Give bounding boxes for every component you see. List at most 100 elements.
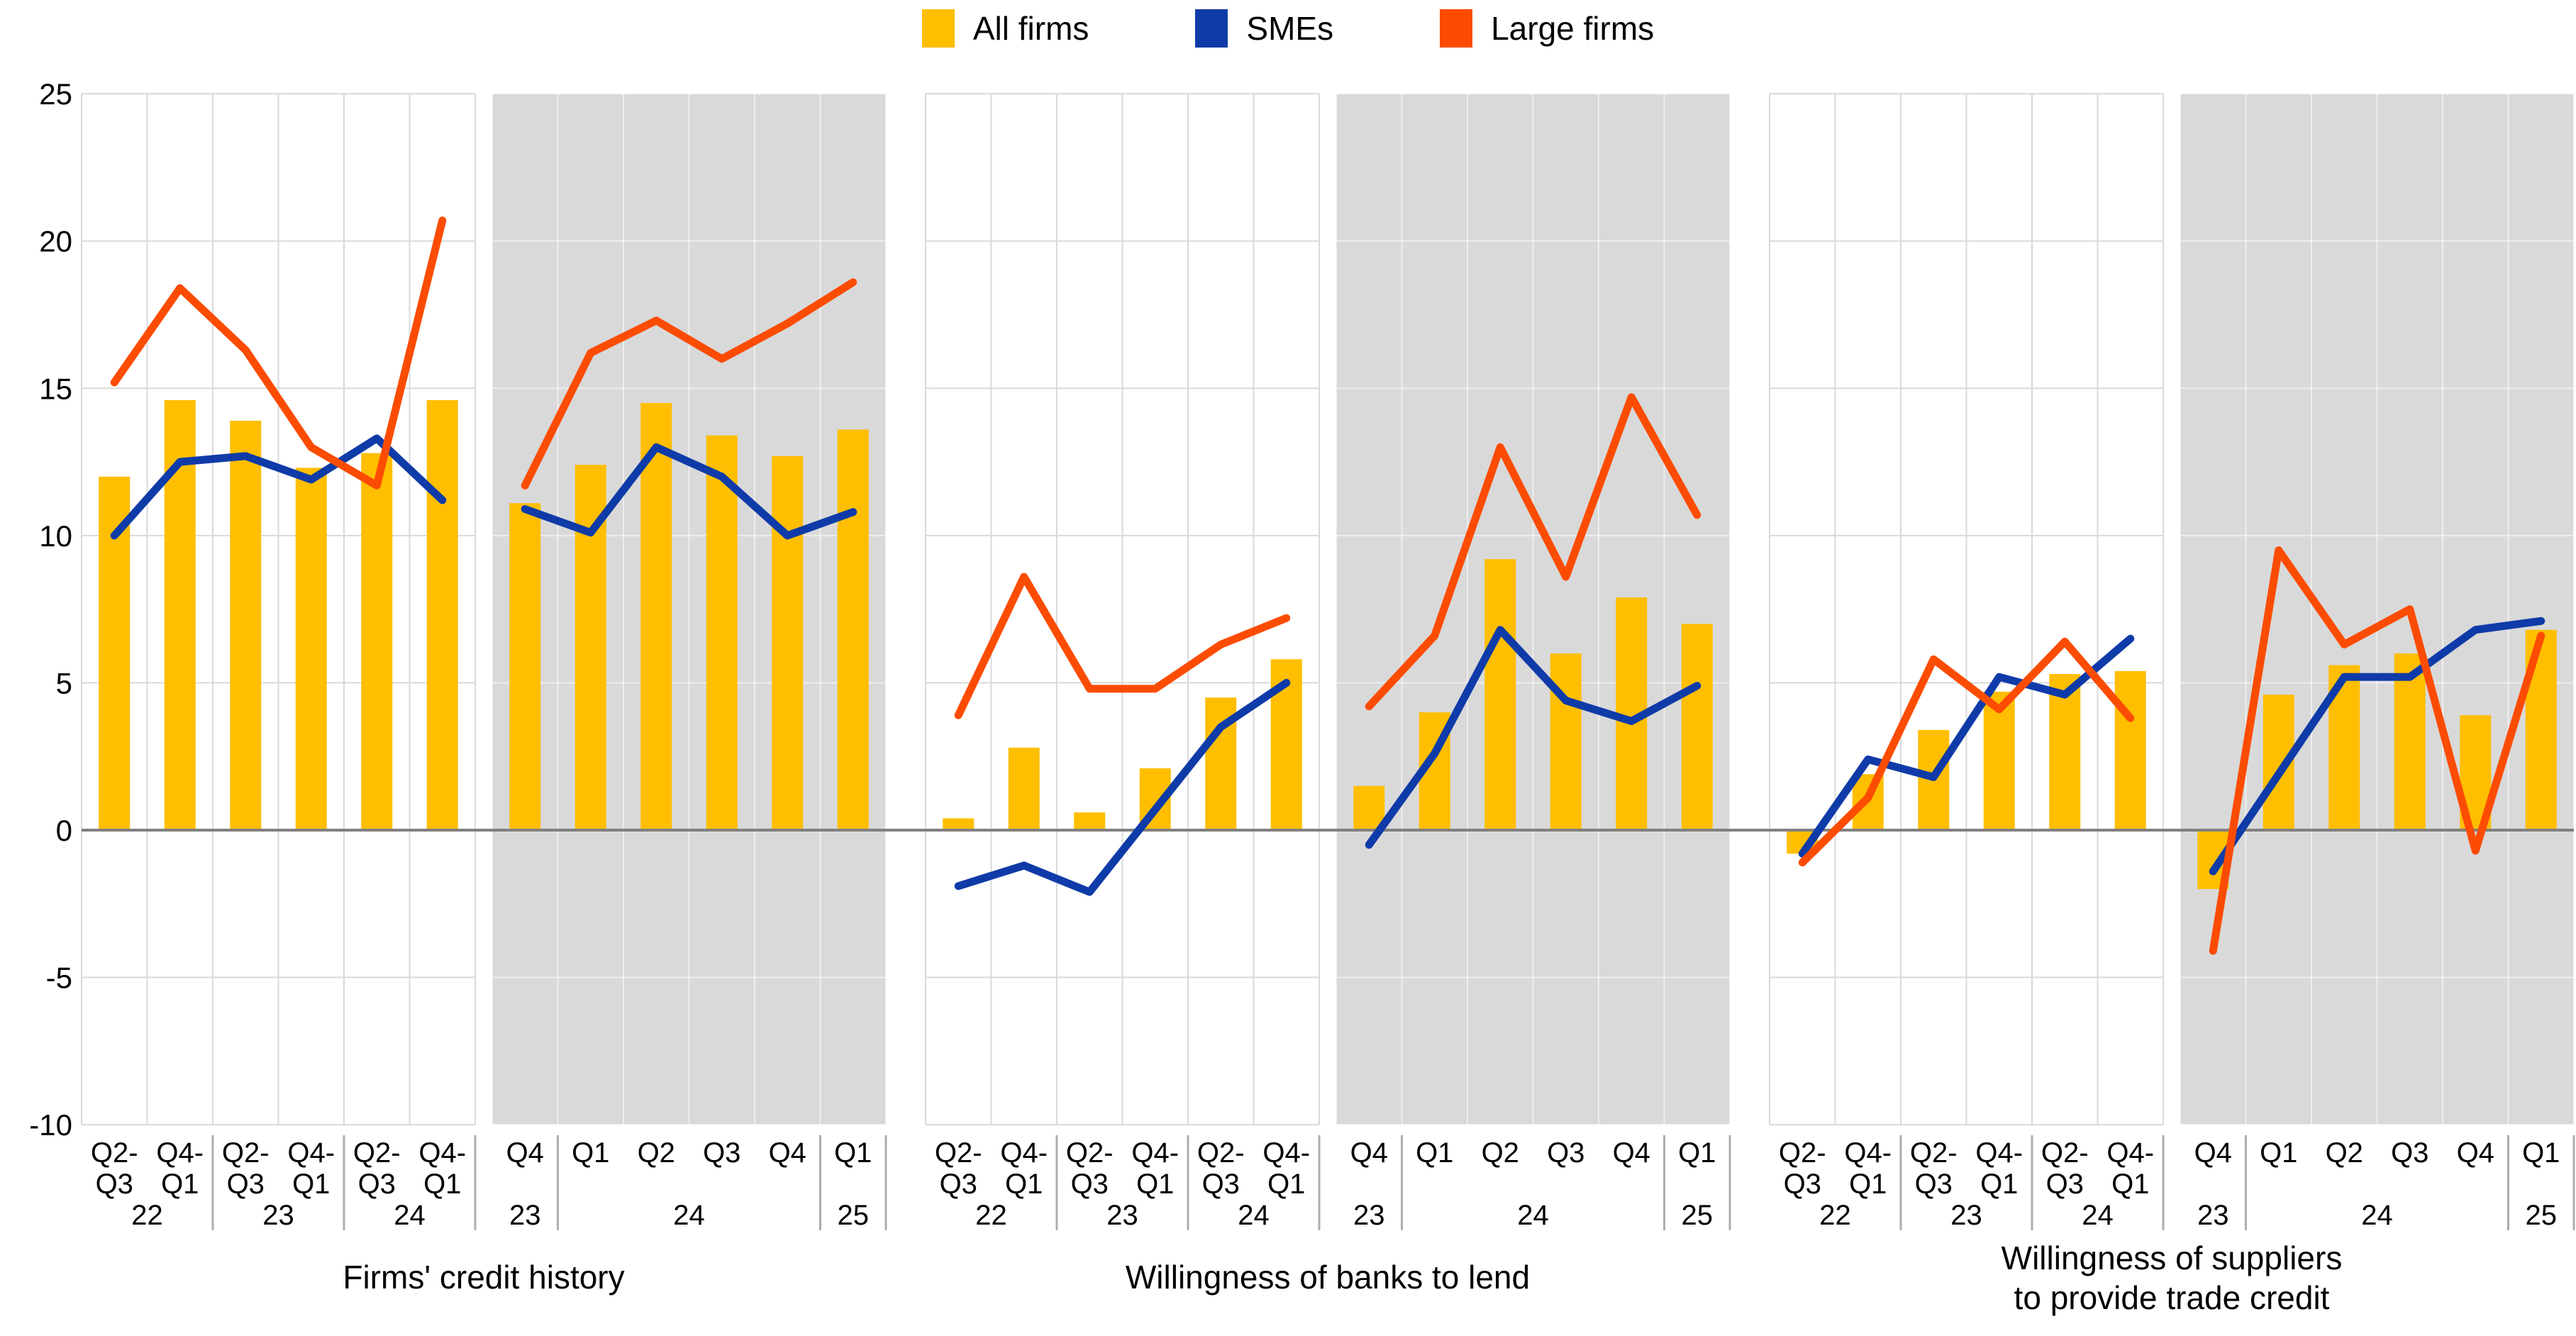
y-axis-tick-label: 25 xyxy=(39,77,72,111)
group-title-line: Willingness of suppliers xyxy=(2001,1240,2343,1276)
bar-all-firms xyxy=(640,403,672,830)
x-axis-category-label: Q4-Q1 xyxy=(1262,1137,1310,1200)
x-axis-year-label: 23 xyxy=(262,1200,294,1231)
x-axis-year-label: 25 xyxy=(838,1200,870,1231)
x-axis-category-label: Q1 xyxy=(834,1137,872,1169)
y-axis-tick-label: 0 xyxy=(56,814,72,847)
x-axis-year-label: 24 xyxy=(2361,1200,2393,1231)
x-axis-category-label: Q4 xyxy=(2194,1137,2232,1169)
y-axis-tick-label: 15 xyxy=(39,372,72,405)
y-axis-tick-label: 10 xyxy=(39,519,72,553)
x-axis-category-label: Q4 xyxy=(1613,1137,1650,1169)
all_firms-swatch-icon xyxy=(921,9,955,48)
x-axis-category-label: Q2-Q3 xyxy=(935,1137,982,1200)
x-axis-category-label: Q1 xyxy=(1678,1137,1716,1169)
y-axis-tick-label: -5 xyxy=(46,961,72,995)
x-axis-year-label: 25 xyxy=(1682,1200,1714,1231)
y-axis-tick-label: 20 xyxy=(39,225,72,258)
sme-line xyxy=(521,443,857,540)
bar-all-firms xyxy=(1008,747,1040,830)
bar-all-firms xyxy=(943,818,975,830)
x-axis-year-label: 25 xyxy=(2526,1200,2558,1231)
x-axis-category-label: Q2-Q3 xyxy=(1066,1137,1114,1200)
x-axis-category-label: Q4-Q1 xyxy=(1000,1137,1048,1200)
bar-all-firms xyxy=(837,429,869,830)
x-axis-category-label: Q4-Q1 xyxy=(287,1137,335,1200)
x-axis-category-label: Q1 xyxy=(1416,1137,1453,1169)
x-axis-year-label: 23 xyxy=(1950,1200,1982,1231)
x-axis-category-label: Q4-Q1 xyxy=(1131,1137,1179,1200)
group-title-line: Firms' credit history xyxy=(343,1259,625,1296)
bar-all-firms xyxy=(2049,673,2081,830)
large_firms-swatch-icon xyxy=(1440,9,1473,48)
smes-swatch-icon xyxy=(1195,9,1228,48)
x-axis-category-label: Q4-Q1 xyxy=(1975,1137,2023,1200)
x-axis-category-label: Q2-Q3 xyxy=(1779,1137,1826,1200)
bar-all-firms xyxy=(99,476,131,830)
x-axis-category-label: Q2-Q3 xyxy=(1910,1137,1958,1200)
x-axis-category-label: Q1 xyxy=(2260,1137,2297,1169)
bar-all-firms xyxy=(772,456,804,830)
x-axis-category-label: Q2-Q3 xyxy=(91,1137,138,1200)
x-axis-category-label: Q3 xyxy=(703,1137,740,1169)
x-axis-category-label: Q4 xyxy=(506,1137,544,1169)
bar-all-firms xyxy=(1353,785,1385,830)
group-title: Firms' credit history xyxy=(82,1257,886,1297)
x-axis-year-label: 23 xyxy=(1106,1200,1138,1231)
x-axis-year-label: 24 xyxy=(394,1200,426,1231)
legend-item-large_firms: Large firms xyxy=(1440,9,1654,48)
x-axis-category-label: Q2-Q3 xyxy=(353,1137,401,1200)
x-axis-category-label: Q1 xyxy=(2522,1137,2560,1169)
legend-label: Large firms xyxy=(1491,10,1655,47)
bar-all-firms xyxy=(2114,670,2146,830)
bar-all-firms xyxy=(1681,624,1713,830)
x-axis-category-label: Q2 xyxy=(2326,1137,2363,1169)
x-axis-year-label: 22 xyxy=(1819,1200,1851,1231)
x-axis-category-label: Q3 xyxy=(1547,1137,1584,1169)
bar-all-firms xyxy=(1484,559,1516,830)
x-axis-category-label: Q2-Q3 xyxy=(2041,1137,2089,1200)
bar-all-firms xyxy=(1983,691,2015,830)
x-axis-category-label: Q1 xyxy=(572,1137,609,1169)
bar-all-firms xyxy=(426,399,458,830)
x-axis-category-label: Q3 xyxy=(2391,1137,2428,1169)
legend-label: All firms xyxy=(972,10,1089,47)
x-axis-year-label: 24 xyxy=(1517,1200,1549,1231)
bar-all-firms xyxy=(230,420,262,830)
x-axis-year-label: 23 xyxy=(509,1200,541,1231)
sme-line xyxy=(954,678,1291,896)
x-axis-year-label: 24 xyxy=(2082,1200,2114,1231)
y-axis-tick-label: 5 xyxy=(56,666,72,700)
x-axis-year-label: 22 xyxy=(975,1200,1007,1231)
group-title-line: to provide trade credit xyxy=(2014,1279,2330,1316)
sme-line xyxy=(1365,626,1701,849)
x-axis-category-label: Q4 xyxy=(769,1137,806,1169)
large-firms-line xyxy=(1798,637,2135,867)
x-axis-category-label: Q2 xyxy=(638,1137,675,1169)
large-firms-line xyxy=(1365,393,1701,711)
x-axis-category-label: Q2-Q3 xyxy=(222,1137,270,1200)
x-axis-category-label: Q4 xyxy=(2457,1137,2494,1169)
x-axis-year-label: 24 xyxy=(673,1200,705,1231)
sme-line xyxy=(2209,617,2546,876)
x-axis-year-label: 23 xyxy=(1353,1200,1385,1231)
bar-all-firms xyxy=(706,435,738,830)
large-firms-line xyxy=(521,278,857,490)
x-axis-year-label: 24 xyxy=(1238,1200,1270,1231)
x-axis-category-label: Q4-Q1 xyxy=(2106,1137,2154,1200)
group-title-line: Willingness of banks to lend xyxy=(1125,1259,1531,1296)
bar-all-firms xyxy=(509,503,541,830)
bar-all-firms xyxy=(1074,812,1106,830)
x-axis-year-label: 22 xyxy=(131,1200,163,1231)
x-axis-year-label: 23 xyxy=(2197,1200,2229,1231)
bar-all-firms xyxy=(2394,653,2426,830)
legend-item-smes: SMEs xyxy=(1195,9,1333,48)
x-axis-category-label: Q4 xyxy=(1350,1137,1388,1169)
x-axis-category-label: Q4-Q1 xyxy=(1844,1137,1892,1200)
legend-label: SMEs xyxy=(1246,10,1334,47)
large-firms-line xyxy=(110,216,447,490)
x-axis-category-label: Q2 xyxy=(1482,1137,1519,1169)
legend: All firms SMEs Large firms xyxy=(0,7,2576,50)
